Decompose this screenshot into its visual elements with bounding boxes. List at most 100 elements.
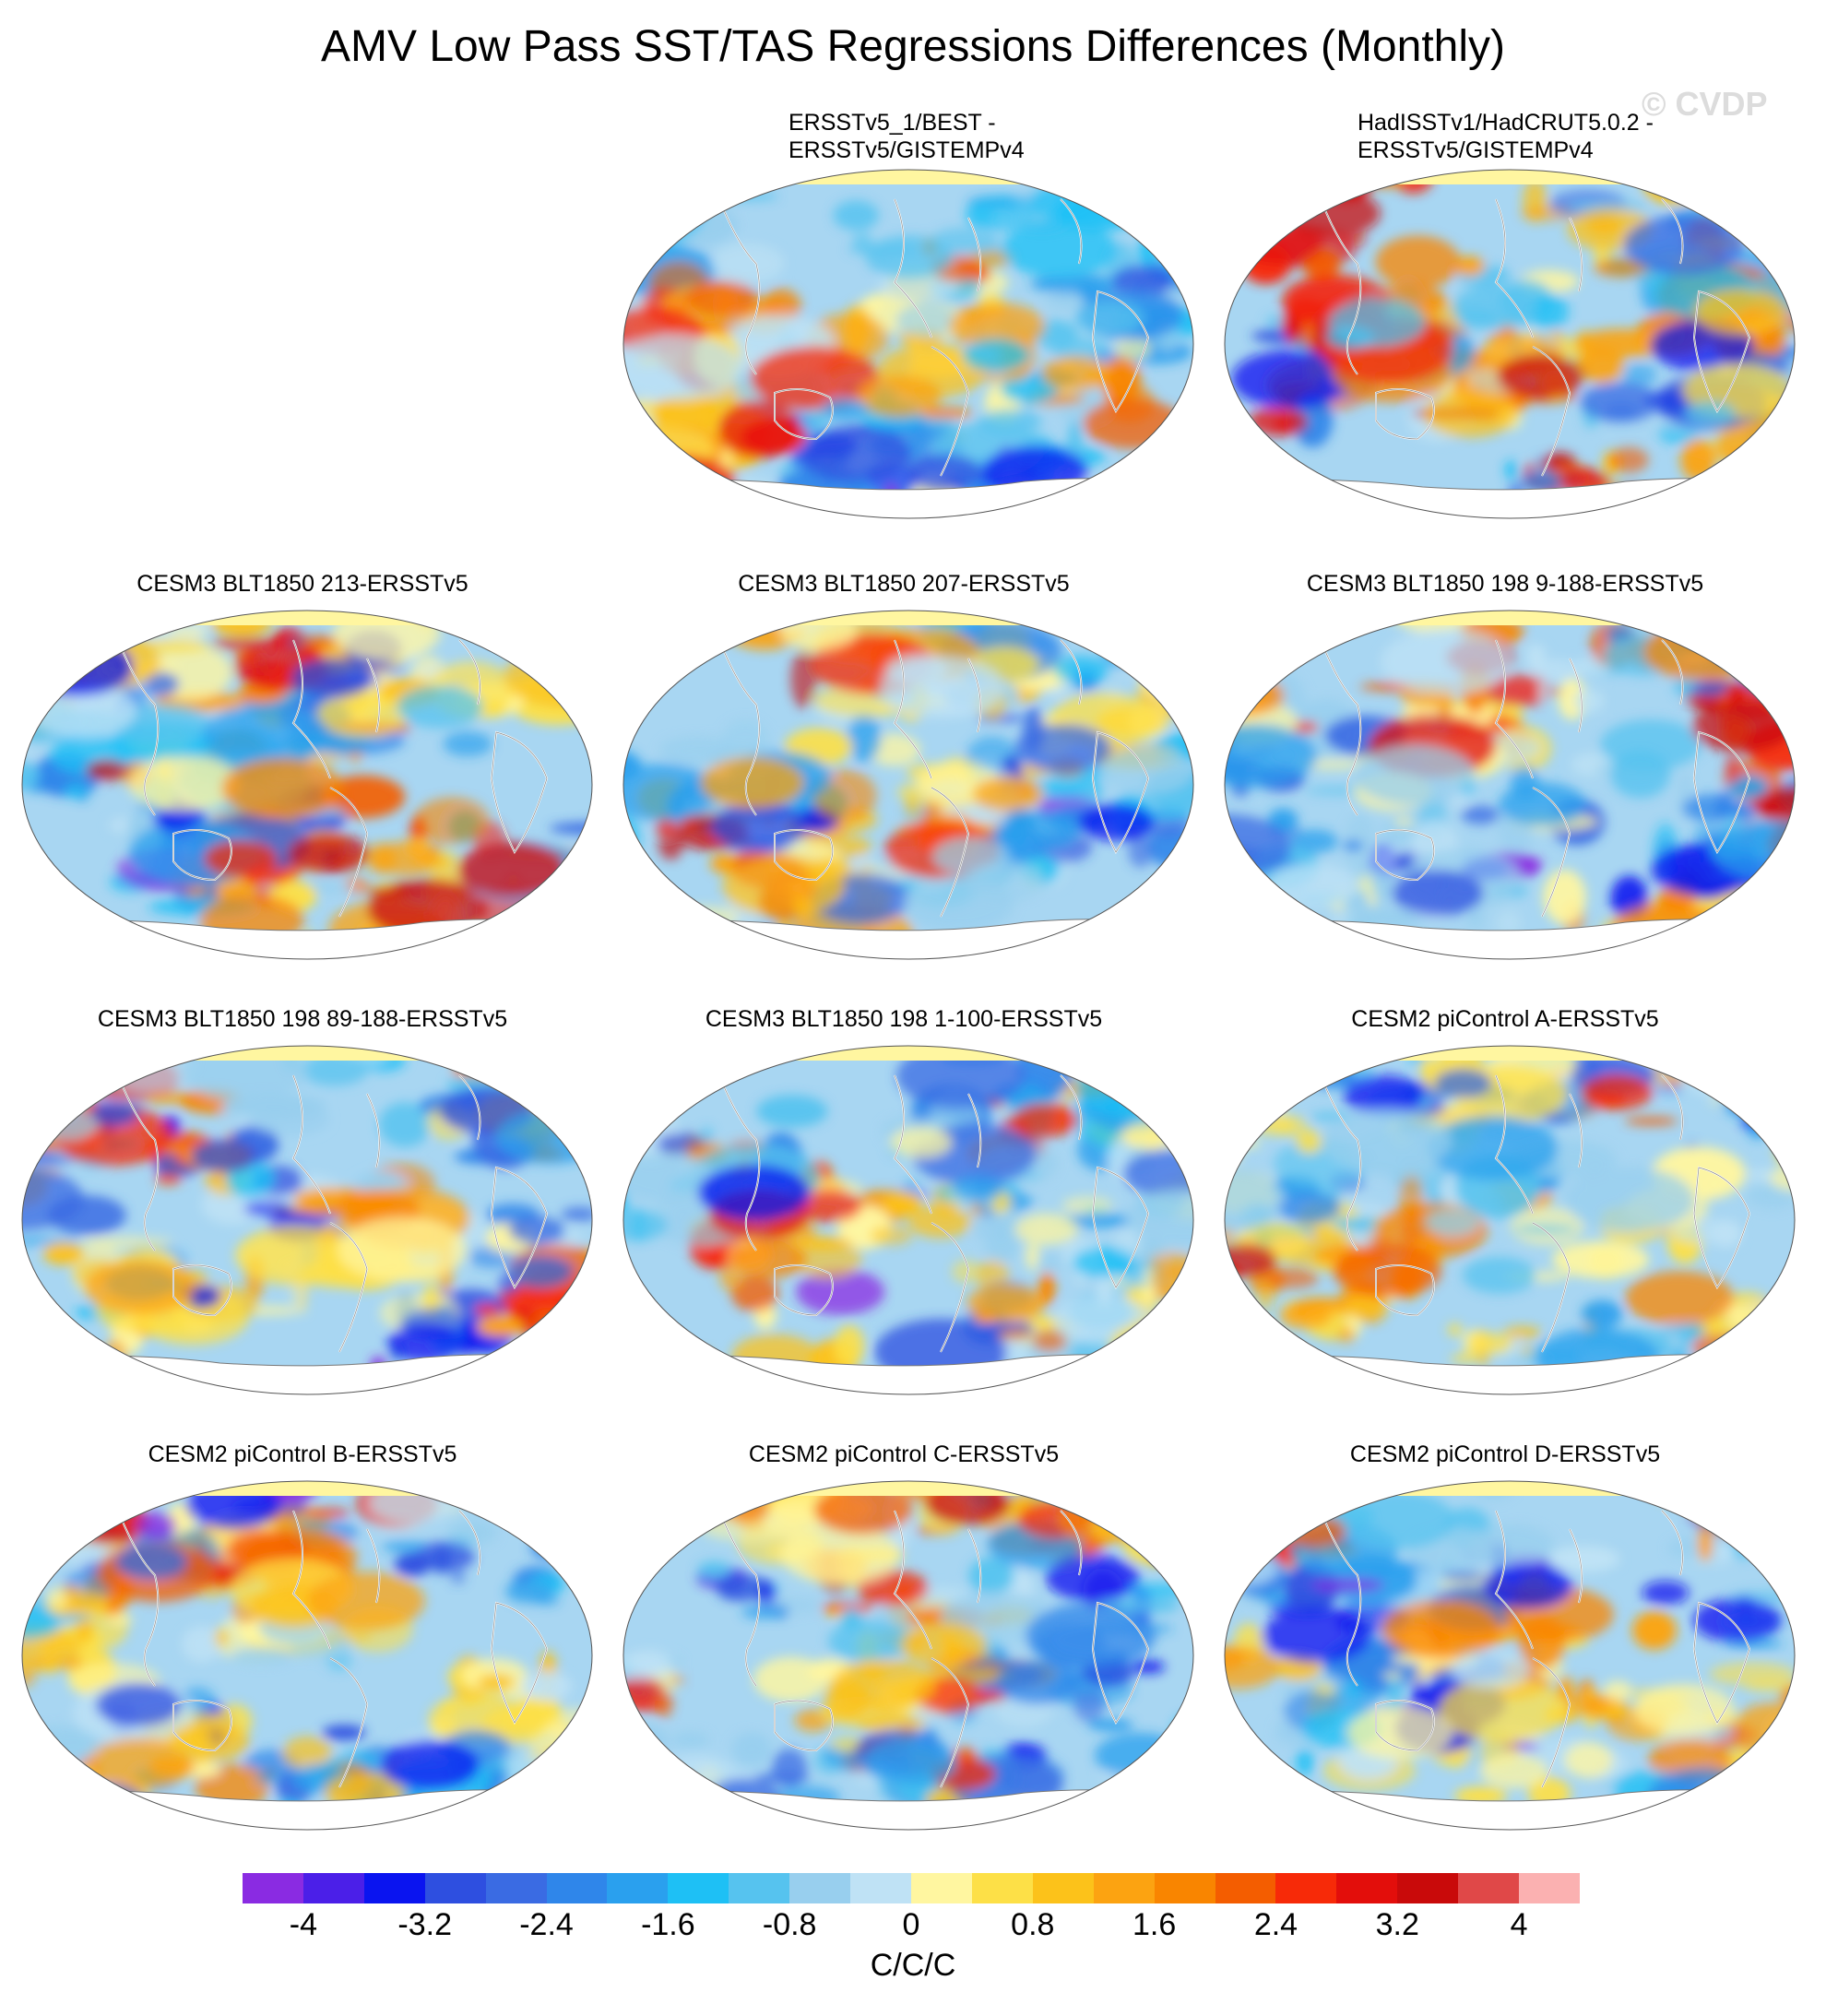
map-frame: [622, 169, 1194, 519]
panel-title: HadISSTv1/HadCRUT5.0.2 -: [1358, 110, 1654, 136]
regression-map: [21, 1045, 593, 1395]
colorbar-cell: [1336, 1873, 1398, 1903]
colorbar-cell: [971, 1873, 1033, 1903]
colorbar-units: C/C/C: [870, 1948, 956, 1983]
coastlines: [117, 1074, 549, 1353]
sst-field: [22, 1046, 592, 1394]
cvdp-watermark: © CVDP: [1642, 85, 1768, 123]
regression-map: [622, 1045, 1194, 1395]
colorbar-cell: [1519, 1873, 1580, 1903]
colorbar-ticks: -4 -3.2 -2.4 -1.6 -0.8 0 0.8 1.6 2.4 3.2 4: [0, 1907, 1826, 1951]
colorbar-tick-label: 0.8: [1011, 1907, 1055, 1942]
colorbar-tick-label: -1.6: [641, 1907, 695, 1942]
regression-map: [622, 610, 1194, 960]
colorbar-cell: [546, 1873, 608, 1903]
colorbar-tick-label: -2.4: [519, 1907, 574, 1942]
sst-field: [22, 611, 592, 959]
map-panel: CESM3 BLT1850 198 1-100-ERSSTv5: [609, 1005, 1199, 1411]
map-panel: CESM2 piControl B-ERSSTv5: [7, 1441, 598, 1846]
colorbar-tick-label: 1.6: [1132, 1907, 1177, 1942]
regression-map: [1224, 169, 1796, 519]
map-frame: [622, 1480, 1194, 1831]
map-frame: [1224, 1045, 1796, 1395]
panel-title: CESM3 BLT1850 198 89-188-ERSSTv5: [97, 1006, 508, 1032]
coastlines: [718, 1510, 1150, 1788]
colorbar-tick-label: 0: [902, 1907, 920, 1942]
coastlines: [1320, 198, 1751, 477]
panel-title: ERSSTv5_1/BEST -: [788, 110, 996, 136]
map-panel: CESM3 BLT1850 213-ERSSTv5: [7, 570, 598, 976]
regression-map: [21, 610, 593, 960]
panel-title: ERSSTv5/GISTEMPv4: [788, 137, 1025, 163]
map-panel: HadISSTv1/HadCRUT5.0.2 - ERSSTv5/GISTEMPv…: [1210, 109, 1800, 535]
map-panel: CESM3 BLT1850 207-ERSSTv5: [609, 570, 1199, 976]
colorbar-tick-label: 2.4: [1253, 1907, 1298, 1942]
colorbar-cell: [1397, 1873, 1459, 1903]
map-panel: CESM2 piControl D-ERSSTv5: [1210, 1441, 1800, 1846]
colorbar-cell: [1093, 1873, 1155, 1903]
sst-field: [623, 1046, 1193, 1394]
colorbar-tick-label: 3.2: [1375, 1907, 1419, 1942]
regression-map: [21, 1480, 593, 1831]
colorbar-cell: [729, 1873, 790, 1903]
coastlines: [718, 639, 1150, 918]
sst-field: [22, 1481, 592, 1830]
panel-title: CESM3 BLT1850 198 9-188-ERSSTv5: [1306, 571, 1704, 597]
panel-title: CESM2 piControl A-ERSSTv5: [1351, 1006, 1659, 1032]
sst-field: [623, 611, 1193, 959]
colorbar-tick-label: -4: [289, 1907, 318, 1942]
map-frame: [1224, 1480, 1796, 1831]
map-panel: CESM2 piControl A-ERSSTv5: [1210, 1005, 1800, 1411]
sst-field: [1225, 1481, 1795, 1830]
map-frame: [622, 1045, 1194, 1395]
panel-title: CESM3 BLT1850 198 1-100-ERSSTv5: [705, 1006, 1103, 1032]
panel-title: CESM2 piControl C-ERSSTv5: [748, 1441, 1060, 1467]
sst-field: [1225, 170, 1795, 518]
colorbar-cell: [363, 1873, 425, 1903]
sst-field: [1225, 611, 1795, 959]
regression-map: [622, 169, 1194, 519]
coastlines: [1320, 1074, 1751, 1353]
colorbar-cell: [1154, 1873, 1215, 1903]
colorbar-cell: [910, 1873, 972, 1903]
colorbar-tick-label: -0.8: [762, 1907, 817, 1942]
map-frame: [21, 610, 593, 960]
colorbar-cell: [668, 1873, 729, 1903]
regression-map: [1224, 1480, 1796, 1831]
coastlines: [1320, 639, 1751, 918]
panel-title: CESM2 piControl B-ERSSTv5: [148, 1441, 457, 1467]
map-frame: [1224, 169, 1796, 519]
regression-map: [1224, 1045, 1796, 1395]
panel-title: ERSSTv5/GISTEMPv4: [1358, 137, 1594, 163]
map-frame: [622, 610, 1194, 960]
coastlines: [718, 1074, 1150, 1353]
regression-map: [1224, 610, 1796, 960]
colorbar: [243, 1873, 1580, 1903]
colorbar-cell: [1275, 1873, 1337, 1903]
main-title: AMV Low Pass SST/TAS Regressions Differe…: [321, 22, 1505, 71]
coastlines: [117, 639, 549, 918]
colorbar-cell: [424, 1873, 486, 1903]
colorbar-tick-label: 4: [1510, 1907, 1528, 1942]
regression-map: [622, 1480, 1194, 1831]
panel-title: CESM3 BLT1850 207-ERSSTv5: [738, 571, 1070, 597]
colorbar-cell: [850, 1873, 911, 1903]
map-panel: CESM2 piControl C-ERSSTv5: [609, 1441, 1199, 1846]
colorbar-cell: [485, 1873, 547, 1903]
map-frame: [21, 1480, 593, 1831]
sst-field: [1225, 1046, 1795, 1394]
panel-title: CESM2 piControl D-ERSSTv5: [1349, 1441, 1661, 1467]
colorbar-cell: [1215, 1873, 1276, 1903]
map-frame: [21, 1045, 593, 1395]
colorbar-cell: [789, 1873, 851, 1903]
panel-title: CESM3 BLT1850 213-ERSSTv5: [136, 571, 468, 597]
colorbar-cell: [243, 1873, 303, 1903]
colorbar-cell: [607, 1873, 669, 1903]
map-panel: ERSSTv5_1/BEST - ERSSTv5/GISTEMPv4: [609, 109, 1199, 535]
map-frame: [1224, 610, 1796, 960]
colorbar-cell: [1032, 1873, 1094, 1903]
sst-field: [623, 170, 1193, 518]
coastlines: [718, 198, 1150, 477]
map-panel: CESM3 BLT1850 198 89-188-ERSSTv5: [7, 1005, 598, 1411]
colorbar-tick-label: -3.2: [397, 1907, 453, 1942]
